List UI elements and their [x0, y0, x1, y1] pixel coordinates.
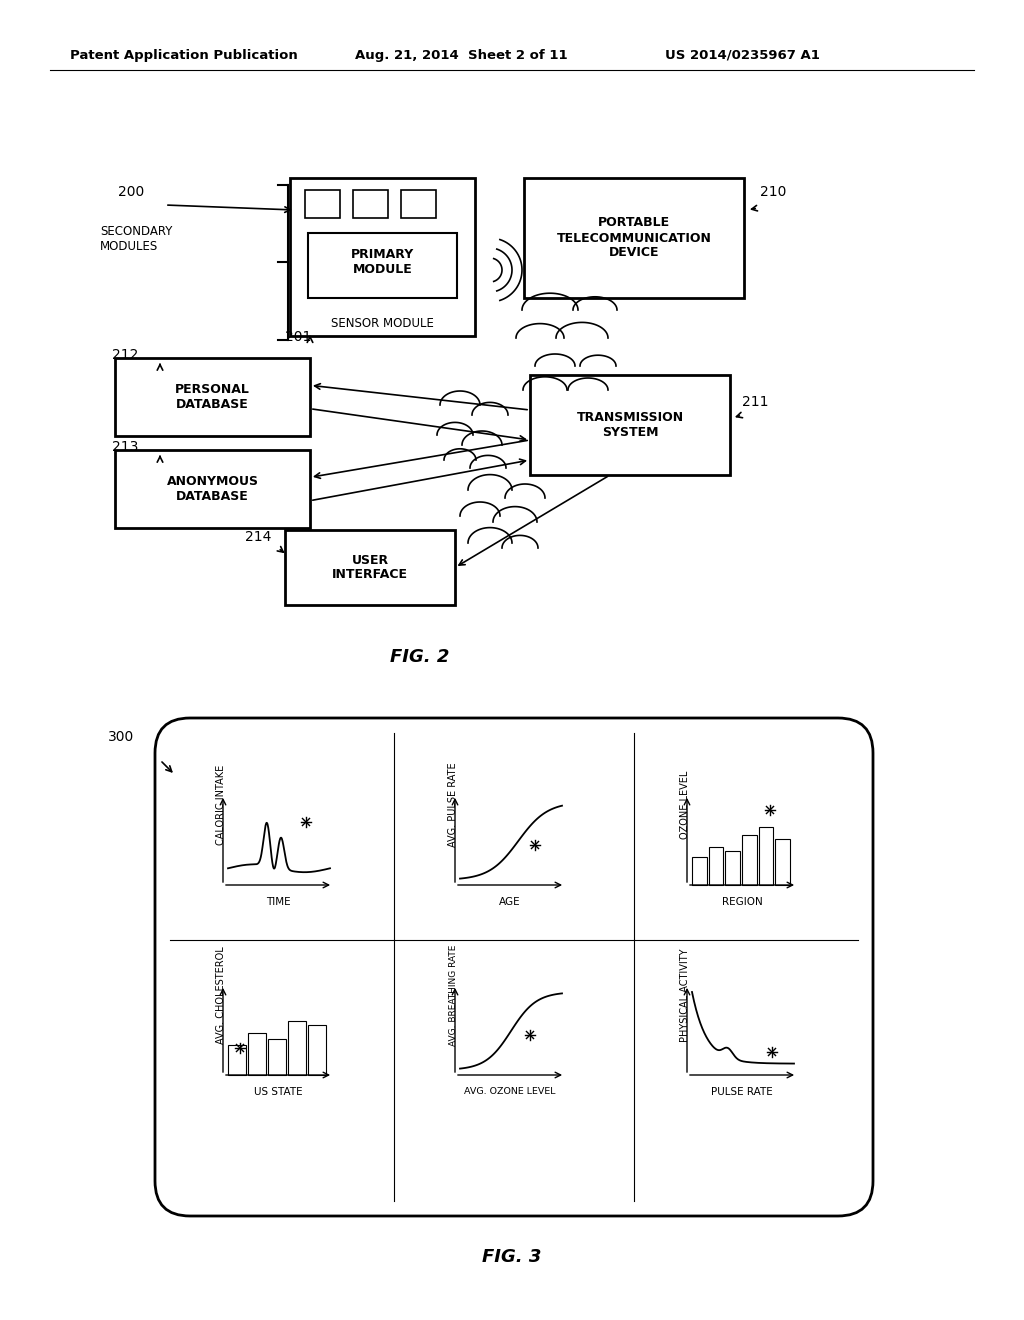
Text: FIG. 3: FIG. 3: [482, 1247, 542, 1266]
Text: FIG. 2: FIG. 2: [390, 648, 450, 667]
Text: SENSOR MODULE: SENSOR MODULE: [331, 317, 434, 330]
Text: Aug. 21, 2014  Sheet 2 of 11: Aug. 21, 2014 Sheet 2 of 11: [355, 49, 567, 62]
Text: AVG. BREATHING RATE: AVG. BREATHING RATE: [449, 944, 458, 1045]
Text: REGION: REGION: [722, 898, 763, 907]
Text: 300: 300: [108, 730, 134, 744]
FancyBboxPatch shape: [228, 1044, 246, 1074]
Text: OZONE LEVEL: OZONE LEVEL: [680, 771, 690, 840]
FancyBboxPatch shape: [115, 358, 310, 436]
FancyBboxPatch shape: [759, 828, 773, 884]
Text: US STATE: US STATE: [254, 1086, 302, 1097]
FancyBboxPatch shape: [290, 178, 475, 337]
Text: PERSONAL
DATABASE: PERSONAL DATABASE: [175, 383, 250, 411]
Text: AVG. CHOLESTEROL: AVG. CHOLESTEROL: [216, 946, 226, 1044]
FancyBboxPatch shape: [115, 450, 310, 528]
FancyBboxPatch shape: [709, 846, 723, 884]
Text: 211: 211: [742, 395, 768, 409]
FancyBboxPatch shape: [155, 718, 873, 1216]
FancyBboxPatch shape: [530, 375, 730, 475]
Text: SECONDARY
MODULES: SECONDARY MODULES: [100, 224, 172, 253]
Text: PRIMARY
MODULE: PRIMARY MODULE: [351, 248, 414, 276]
Text: 201: 201: [285, 330, 311, 345]
Text: AGE: AGE: [499, 898, 521, 907]
Text: US 2014/0235967 A1: US 2014/0235967 A1: [665, 49, 820, 62]
FancyBboxPatch shape: [308, 1026, 326, 1074]
FancyBboxPatch shape: [288, 1020, 306, 1074]
Text: Patent Application Publication: Patent Application Publication: [70, 49, 298, 62]
FancyBboxPatch shape: [305, 190, 340, 218]
Text: 214: 214: [245, 531, 271, 544]
FancyBboxPatch shape: [248, 1034, 266, 1074]
FancyBboxPatch shape: [401, 190, 436, 218]
Text: AVG. PULSE RATE: AVG. PULSE RATE: [449, 763, 458, 847]
FancyBboxPatch shape: [692, 857, 707, 884]
Text: PULSE RATE: PULSE RATE: [711, 1086, 773, 1097]
Text: PHYSICAL ACTIVITY: PHYSICAL ACTIVITY: [680, 948, 690, 1041]
FancyBboxPatch shape: [285, 531, 455, 605]
FancyBboxPatch shape: [268, 1039, 286, 1074]
FancyBboxPatch shape: [775, 838, 790, 884]
Text: PORTABLE
TELECOMMUNICATION
DEVICE: PORTABLE TELECOMMUNICATION DEVICE: [557, 216, 712, 260]
Text: 212: 212: [112, 348, 138, 362]
Text: 213: 213: [112, 440, 138, 454]
Text: ANONYMOUS
DATABASE: ANONYMOUS DATABASE: [167, 475, 258, 503]
FancyBboxPatch shape: [524, 178, 744, 298]
Text: TRANSMISSION
SYSTEM: TRANSMISSION SYSTEM: [577, 411, 684, 440]
Text: USER
INTERFACE: USER INTERFACE: [332, 553, 408, 582]
Text: 200: 200: [118, 185, 144, 199]
Text: AVG. OZONE LEVEL: AVG. OZONE LEVEL: [464, 1086, 556, 1096]
FancyBboxPatch shape: [308, 234, 457, 298]
Text: CALORIC INTAKE: CALORIC INTAKE: [216, 764, 226, 845]
FancyBboxPatch shape: [353, 190, 388, 218]
FancyBboxPatch shape: [742, 836, 757, 884]
FancyBboxPatch shape: [725, 851, 740, 884]
Text: 210: 210: [760, 185, 786, 199]
Text: TIME: TIME: [265, 898, 291, 907]
